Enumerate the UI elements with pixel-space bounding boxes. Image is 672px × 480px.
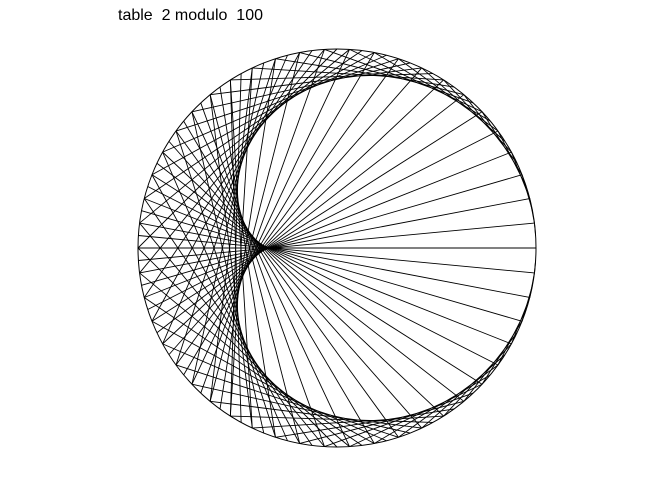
chord-line [398,364,499,438]
chord-line [183,52,375,376]
chord-line [147,186,499,366]
chord-line [141,174,523,286]
chord-line [143,50,313,298]
chord-line [299,52,464,96]
chord-line [143,297,363,446]
chord-line [151,52,375,176]
chord-line [191,62,265,385]
chord-line [481,321,523,385]
chord-line [151,320,375,444]
chord-group [137,48,537,448]
chord-line [200,102,325,447]
chord-line [151,174,301,444]
chord-line [209,94,301,444]
chord-line [138,235,535,274]
chord-line [191,111,265,434]
chord-line [230,415,433,423]
chord-line [324,392,474,448]
chord-line [210,400,422,429]
chord-line [398,58,499,132]
chord-line [175,58,399,366]
chord-line [151,111,483,322]
chord-line [138,222,535,261]
chord-line [162,79,444,345]
chord-line [219,58,276,410]
chord-line [147,130,499,310]
chord-line [421,354,506,429]
chord-line [349,383,483,448]
chord-line [168,141,423,429]
chord-line [533,223,537,236]
chord-line [144,151,512,298]
chord-line [252,67,444,81]
chord-line [168,67,423,355]
chord-line [175,130,399,438]
chord-line [421,67,506,142]
chord-line [175,364,399,438]
chord-line [229,79,242,423]
chord-line [162,55,288,345]
chord-line [139,222,530,298]
chord-line [162,54,387,153]
chord-line [139,198,530,274]
chord-line [533,260,537,273]
chord-line [162,151,444,417]
chord-line [143,50,363,199]
chord-line [156,162,465,402]
chord-line [200,49,325,394]
chord-line [151,174,483,385]
chord-line [209,67,253,402]
chord-line [299,400,464,444]
chord-line [229,79,253,429]
chord-line [139,272,350,447]
chord-line [151,52,301,322]
chord-line [162,343,387,442]
chord-line [139,222,325,447]
plot-title: table 2 modulo 100 [118,7,263,24]
chord-line [230,73,433,81]
chord-line [191,111,350,447]
chord-line [137,48,338,249]
chord-line [141,210,523,322]
chord-line [137,247,338,448]
chord-line [162,151,288,441]
chord-line [183,120,375,444]
chord-line [324,48,474,104]
chord-line [175,130,276,438]
chord-line [191,62,411,113]
chord-line [529,272,535,298]
chord-line [252,415,444,429]
chord-line [143,198,313,446]
